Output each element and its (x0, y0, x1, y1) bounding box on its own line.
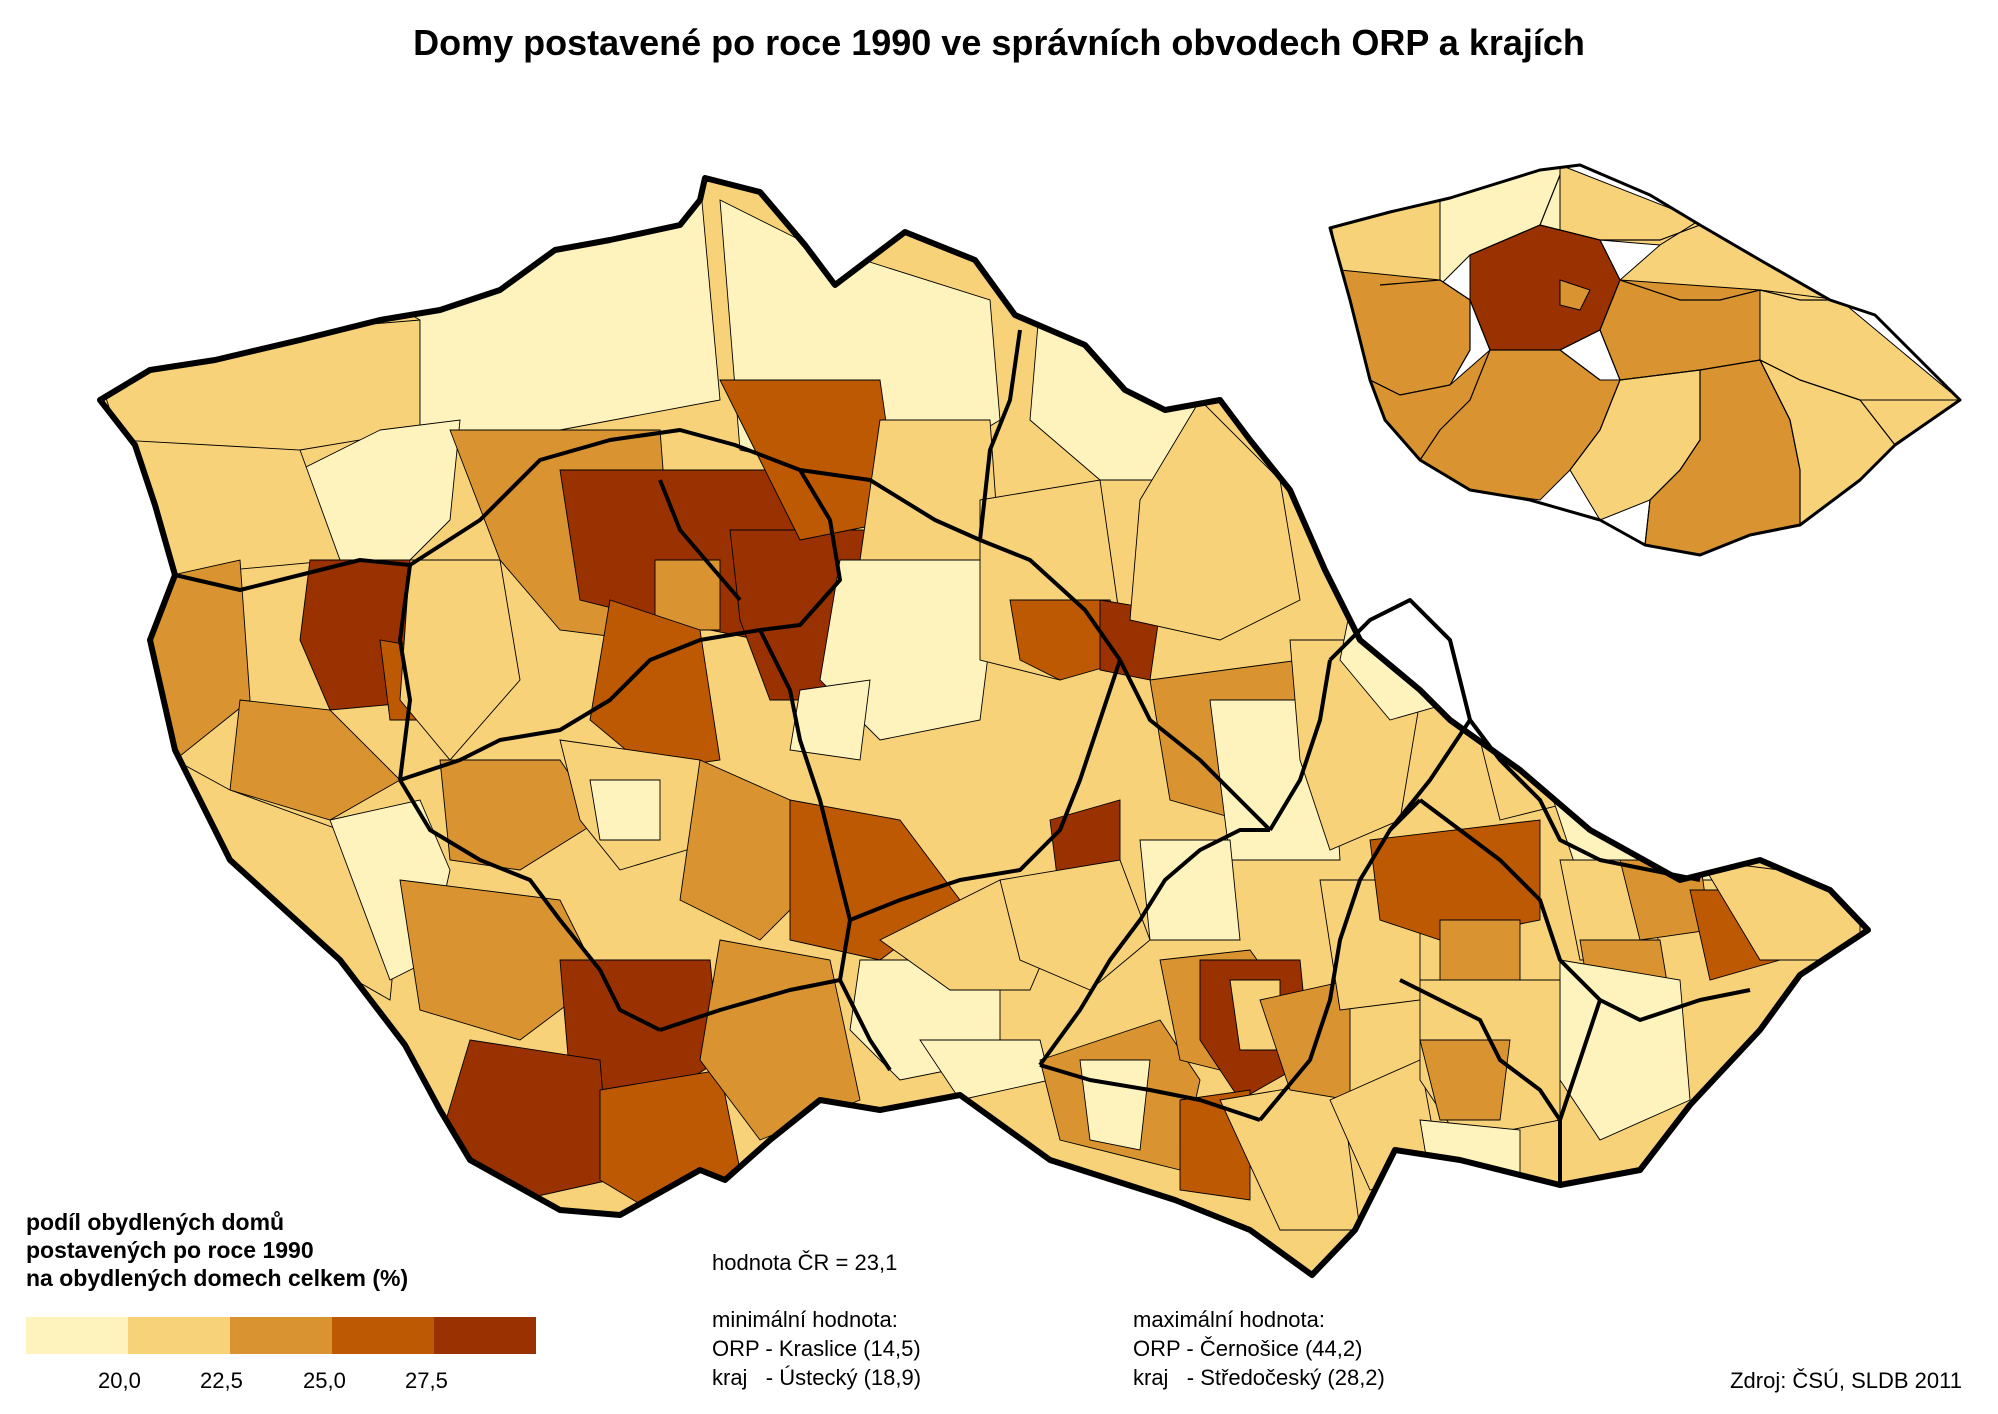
minimum-block: minimální hodnota: ORP - Kraslice (14,5)… (712, 1305, 921, 1392)
inset-kraj-borders (1369, 174, 1896, 546)
legend-swatch (230, 1317, 332, 1354)
legend-tick: 27,5 (405, 1368, 448, 1393)
legend-swatch (332, 1317, 434, 1354)
legend-color-bar (26, 1317, 536, 1354)
maximum-orp: ORP - Černošice (44,2) (1133, 1336, 1363, 1361)
legend-swatch (434, 1317, 536, 1354)
orp-region (439, 1039, 611, 1201)
legend-title-line: podíl obydlených domů (26, 1209, 285, 1235)
legend-tick: 20,0 (98, 1368, 141, 1393)
inset-border (1328, 163, 1962, 557)
orp-region (1139, 839, 1241, 941)
minimum-orp: ORP - Kraslice (14,5) (712, 1336, 921, 1361)
country-border (97, 175, 1871, 1278)
legend-swatch (26, 1317, 128, 1354)
orp-region (229, 699, 401, 821)
orp-region (719, 379, 901, 541)
legend-tick: 25,0 (303, 1368, 346, 1393)
orp-region (789, 679, 871, 761)
orp-region (654, 559, 721, 631)
maximum-heading: maximální hodnota: (1133, 1307, 1325, 1332)
inset-kraj-map (1330, 165, 1960, 555)
legend-title-line: postavených po roce 1990 (26, 1237, 314, 1263)
orp-region (1079, 1059, 1151, 1151)
maximum-block: maximální hodnota: ORP - Černošice (44,2… (1133, 1305, 1385, 1392)
orp-region (399, 879, 601, 1041)
orp-region (589, 779, 661, 841)
orp-region (399, 559, 521, 761)
national-value: hodnota ČR = 23,1 (712, 1250, 898, 1275)
source-note: Zdroj: ČSÚ, SLDB 2011 (1730, 1368, 1962, 1393)
orp-region (439, 759, 601, 871)
minimum-kraj: kraj - Ústecký (18,9) (712, 1365, 922, 1390)
maximum-kraj: kraj - Středočeský (28,2) (1133, 1365, 1385, 1390)
minimum-heading: minimální hodnota: (712, 1307, 898, 1332)
kraj-borders (174, 329, 1751, 1185)
orp-region (1419, 1039, 1511, 1121)
kraj-region (1559, 279, 1591, 311)
legend-swatch (128, 1317, 230, 1354)
legend-title: podíl obydlených domů postavených po roc… (26, 1208, 408, 1292)
legend-tick: 22,5 (200, 1368, 243, 1393)
map-title: Domy postavené po roce 1990 ve správních… (413, 22, 1585, 63)
legend-title-line: na obydlených domech celkem (%) (26, 1265, 409, 1291)
